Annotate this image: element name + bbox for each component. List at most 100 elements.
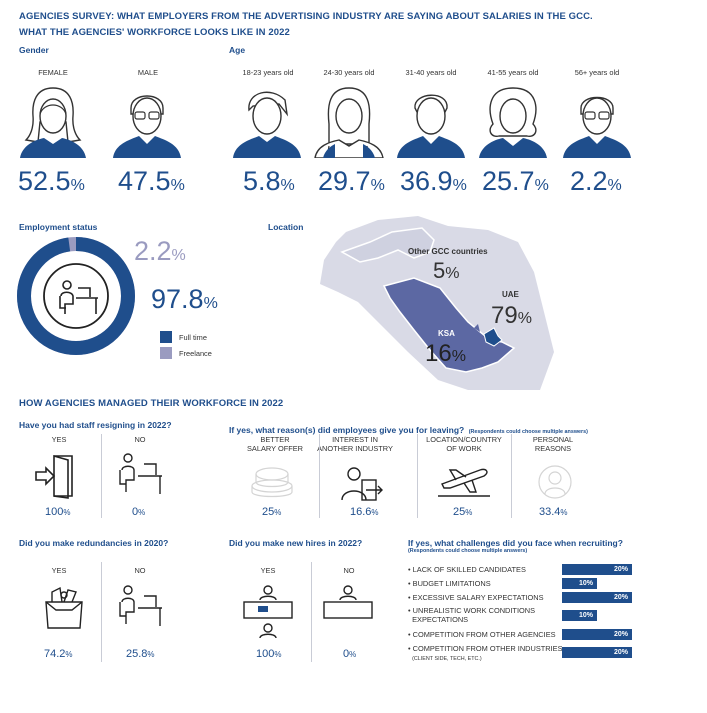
empty-table-icon (323, 585, 373, 619)
divider (511, 434, 512, 518)
man-avatar-icon (397, 94, 465, 158)
employment-status-label: Employment status (19, 222, 98, 232)
employment-donut (17, 237, 135, 355)
interview-table-icon (243, 585, 293, 639)
challenges-question: If yes, what challenges did you face whe… (408, 538, 623, 548)
reason-percentage: 33.4% (539, 506, 568, 518)
yes-label: YES (51, 566, 67, 575)
no-label: NO (134, 566, 146, 575)
personal-reasons-icon (538, 465, 572, 499)
divider (311, 562, 312, 662)
fulltime-percentage: 97.8% (151, 284, 218, 314)
freelance-legend-label: Freelance (179, 349, 212, 358)
hires-no-percentage: 0% (343, 648, 357, 660)
challenge-bar: 20% (562, 647, 632, 658)
redundancies-yes-percentage: 74.2% (44, 648, 73, 660)
redundancies-no-percentage: 25.8% (126, 648, 155, 660)
ksa-label: KSA (438, 329, 455, 338)
money-stack-icon (251, 467, 293, 498)
gcc-map (320, 216, 554, 390)
male-percentage: 47.5% (118, 166, 185, 196)
worker-at-desk-icon (119, 453, 162, 494)
worker-at-desk-icon (119, 585, 162, 626)
senior-man-icon (563, 96, 631, 158)
divider (101, 562, 102, 662)
age-percentage: 36.9% (400, 166, 467, 196)
challenge-label: • BUDGET LIMITATIONS (408, 579, 491, 588)
fulltime-legend-label: Full time (179, 333, 207, 342)
reason-label: INTEREST IN ANOTHER INDUSTRY (317, 435, 393, 453)
yes-label: YES (51, 435, 67, 444)
challenge-bar: 10% (562, 578, 597, 589)
challenge-bar: 20% (562, 564, 632, 575)
challenge-label: • COMPETITION FROM OTHER AGENCIES (408, 630, 556, 639)
yes-label: YES (260, 566, 276, 575)
freelance-percentage: 2.2% (134, 236, 186, 266)
age-label: Age (229, 45, 246, 55)
male-avatar-icon (113, 95, 181, 158)
age-group-label: 31-40 years old (405, 68, 457, 77)
section-title-workforce: WHAT THE AGENCIES' WORKFORCE LOOKS LIKE … (19, 27, 290, 38)
divider (101, 434, 102, 518)
box-of-belongings-icon (45, 586, 83, 629)
age-group-label: 18-23 years old (242, 68, 294, 77)
age-percentage: 2.2% (570, 166, 622, 196)
challenge-label: • COMPETITION FROM OTHER INDUSTRIES (CLI… (408, 644, 563, 662)
reason-label: LOCATION/COUNTRY OF WORK (426, 435, 502, 453)
no-label: NO (343, 566, 355, 575)
resigning-no-percentage: 0% (132, 506, 146, 518)
resigning-yes-percentage: 100% (45, 506, 71, 518)
reason-label: PERSONAL REASONS (532, 435, 574, 453)
male-label: MALE (137, 68, 159, 77)
challenge-label: • UNREALISTIC WORK CONDITIONS EXPECTATIO… (408, 606, 536, 624)
age-group-label: 41-55 years old (487, 68, 539, 77)
female-percentage: 52.5% (18, 166, 85, 196)
exit-door-icon (35, 454, 73, 499)
divider (417, 434, 418, 518)
reason-percentage: 25% (453, 506, 473, 518)
other-gcc-label: Other GCC countries (408, 247, 488, 256)
reasons-question: If yes, what reason(s) did employees giv… (229, 425, 588, 435)
worker-at-desk-icon (59, 280, 98, 314)
challenges-note: (Respondents could choose multiple answe… (408, 548, 528, 554)
section-title-managed: HOW AGENCIES MANAGED THEIR WORKFORCE IN … (19, 398, 284, 409)
age-percentage: 25.7% (482, 166, 549, 196)
hires-yes-percentage: 100% (256, 648, 282, 660)
uae-region (483, 327, 503, 347)
airplane-icon (438, 468, 490, 497)
ksa-region (382, 277, 516, 373)
reason-label: BETTER SALARY OFFER (247, 435, 303, 453)
reason-percentage: 25% (262, 506, 282, 518)
uae-percentage: 79% (491, 302, 532, 329)
middle-aged-woman-icon (479, 87, 547, 158)
fulltime-legend-swatch (160, 331, 172, 343)
location-label: Location (268, 222, 304, 232)
gender-label: Gender (19, 45, 49, 55)
no-label: NO (134, 435, 146, 444)
age-percentage: 5.8% (243, 166, 295, 196)
freelance-legend-swatch (160, 347, 172, 359)
reason-percentage: 16.6% (350, 506, 379, 518)
hires-question: Did you make new hires in 2022? (229, 538, 363, 548)
fulltime-arc (17, 237, 135, 355)
ksa-percentage: 16% (425, 340, 466, 367)
challenge-bar: 20% (562, 592, 632, 603)
redundancies-question: Did you make redundancies in 2020? (19, 538, 169, 548)
challenge-bar: 10% (562, 610, 597, 621)
challenge-label: • LACK OF SKILLED CANDIDATES (408, 565, 526, 574)
age-group-label: 56+ years old (574, 68, 620, 77)
challenge-bar: 20% (562, 629, 632, 640)
other-gcc-percentage: 5% (433, 258, 460, 283)
person-exit-icon (341, 467, 383, 501)
female-avatar-icon (20, 87, 86, 158)
woman-avatar-icon (314, 87, 384, 158)
divider (319, 434, 320, 518)
female-label: FEMALE (38, 68, 68, 77)
young-person-icon (233, 91, 301, 158)
challenge-label: • EXCESSIVE SALARY EXPECTATIONS (408, 593, 544, 602)
age-percentage: 29.7% (318, 166, 385, 196)
page-title: AGENCIES SURVEY: WHAT EMPLOYERS FROM THE… (19, 11, 593, 22)
uae-label: UAE (502, 290, 519, 299)
resigning-question: Have you had staff resigning in 2022? (19, 420, 172, 430)
age-group-label: 24-30 years old (323, 68, 375, 77)
